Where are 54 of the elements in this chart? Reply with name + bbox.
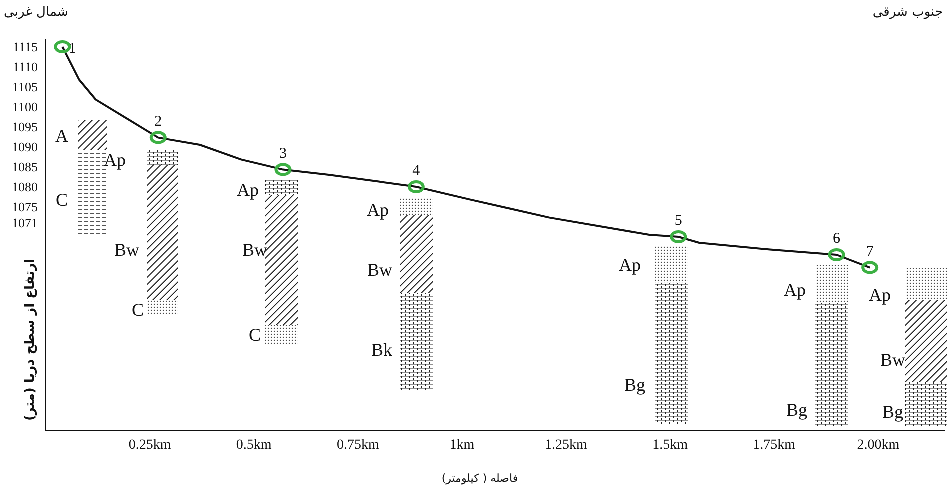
y-tick-label: 1080 bbox=[12, 180, 38, 195]
annotation: Bg bbox=[786, 400, 808, 420]
annotation: Ap bbox=[237, 180, 259, 200]
text: شمال غربی bbox=[4, 5, 68, 20]
x-tick-label: 0.25km bbox=[128, 438, 172, 453]
point bbox=[670, 230, 688, 244]
annotation: 3 bbox=[279, 146, 287, 162]
y-tick-label: 1075 bbox=[12, 200, 38, 215]
annotation: 1 bbox=[68, 41, 76, 57]
y-tick-label: 1085 bbox=[12, 160, 38, 175]
point bbox=[150, 131, 167, 144]
x-tick-label: 0.75km bbox=[336, 438, 380, 453]
annotation: C bbox=[132, 300, 144, 320]
annotation: 7 bbox=[866, 244, 874, 260]
y-tick-label: 1110 bbox=[12, 60, 38, 75]
annotation: 5 bbox=[674, 213, 682, 229]
annotation: Bw bbox=[367, 260, 393, 280]
text: جنوب شرقی bbox=[872, 5, 943, 20]
annotation: C bbox=[56, 190, 68, 210]
point bbox=[408, 180, 425, 194]
annotation: Bk bbox=[371, 340, 393, 360]
annotation: Bg bbox=[882, 402, 904, 422]
x-tick-label: 1.75km bbox=[753, 438, 796, 453]
x-axis-title: فاصله ( کیلومتر) bbox=[442, 472, 518, 485]
point bbox=[862, 261, 879, 274]
y-tick-label: 1115 bbox=[12, 40, 38, 55]
annotation: C bbox=[248, 325, 262, 345]
x-tick-label: 2.00km bbox=[857, 438, 900, 453]
y-tick-label: 1100 bbox=[12, 100, 38, 115]
point bbox=[54, 40, 72, 54]
y-tick-label: 1071 bbox=[12, 216, 38, 231]
annotation: Ap bbox=[367, 200, 389, 220]
annotation: A bbox=[56, 126, 68, 146]
x-tick-label: 1km bbox=[450, 438, 475, 453]
point bbox=[828, 248, 846, 262]
annotation: Bw bbox=[242, 240, 268, 260]
y-tick-label: 1090 bbox=[12, 140, 38, 155]
y-tick-label: 1105 bbox=[12, 80, 38, 95]
point bbox=[274, 163, 292, 176]
annotation: Bg bbox=[624, 375, 646, 395]
annotation: 6 bbox=[833, 231, 842, 247]
annotation: Ap bbox=[619, 255, 641, 275]
x-tick-label: 1.25km bbox=[545, 438, 588, 453]
annotation: Bw bbox=[114, 240, 140, 260]
annotation: 4 bbox=[412, 163, 421, 179]
x-tick-label: 0.5km bbox=[236, 438, 272, 453]
annotation: Ap bbox=[784, 280, 806, 300]
annotation: Ap bbox=[104, 150, 126, 170]
annotation: Bw bbox=[880, 350, 906, 370]
annotation: Ap bbox=[869, 285, 891, 305]
y-axis-title: ارتفاع از سطح دریا (متر) bbox=[23, 258, 38, 422]
annotation: 2 bbox=[154, 114, 162, 130]
y-tick-label: 1095 bbox=[12, 120, 38, 135]
x-tick-label: 1.5km bbox=[652, 438, 688, 453]
